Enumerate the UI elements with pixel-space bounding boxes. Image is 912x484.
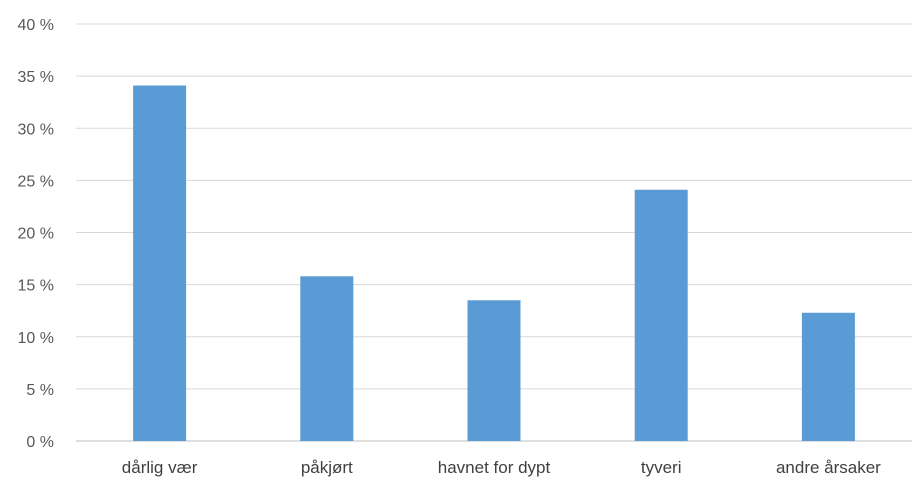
x-category-label: havnet for dypt — [438, 458, 551, 477]
bar — [467, 300, 521, 441]
y-axis-tick-labels: 0 % 5 % 10 % 15 % 20 % 25 % 30 % 35 % 40 % — [18, 17, 54, 451]
x-axis-category-labels: dårlig vær påkjørt havnet for dypt tyveri an… — [122, 458, 881, 477]
x-category-label: påkjørt — [301, 458, 353, 477]
x-category-label: tyveri — [641, 458, 682, 477]
bar — [133, 85, 187, 441]
bar — [300, 276, 354, 441]
y-tick-label: 40 % — [18, 17, 54, 34]
y-tick-label: 15 % — [18, 278, 54, 295]
x-category-label: dårlig vær — [122, 458, 198, 477]
y-tick-label: 0 % — [26, 434, 54, 451]
y-tick-label: 25 % — [18, 173, 54, 190]
bars — [133, 85, 855, 441]
y-tick-label: 5 % — [26, 382, 54, 399]
y-tick-label: 10 % — [18, 330, 54, 347]
bar — [801, 312, 855, 441]
bar — [634, 189, 688, 441]
y-tick-label: 30 % — [18, 121, 54, 138]
y-tick-label: 20 % — [18, 226, 54, 243]
x-category-label: andre årsaker — [776, 458, 881, 477]
gridlines — [76, 23, 912, 442]
y-tick-label: 35 % — [18, 69, 54, 86]
